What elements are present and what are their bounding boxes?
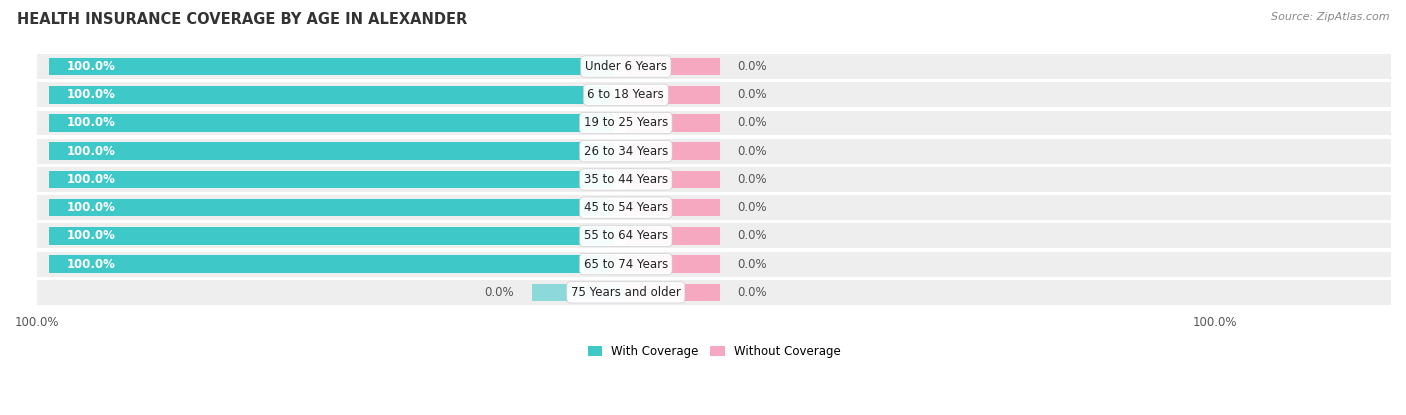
Bar xyxy=(37,139,1391,164)
Text: 100.0%: 100.0% xyxy=(66,145,115,158)
Text: 6 to 18 Years: 6 to 18 Years xyxy=(588,88,664,101)
Text: Source: ZipAtlas.com: Source: ZipAtlas.com xyxy=(1271,12,1389,22)
Text: 55 to 64 Years: 55 to 64 Years xyxy=(583,229,668,242)
Bar xyxy=(626,142,720,160)
Text: 100.0%: 100.0% xyxy=(66,201,115,214)
Bar xyxy=(626,86,720,103)
Bar xyxy=(37,54,1391,79)
Bar xyxy=(49,255,614,273)
Text: 0.0%: 0.0% xyxy=(738,145,768,158)
Bar xyxy=(49,227,614,245)
Bar xyxy=(531,283,626,301)
Text: 0.0%: 0.0% xyxy=(738,117,768,129)
Bar xyxy=(626,283,720,301)
Text: 100.0%: 100.0% xyxy=(66,258,115,271)
Text: HEALTH INSURANCE COVERAGE BY AGE IN ALEXANDER: HEALTH INSURANCE COVERAGE BY AGE IN ALEX… xyxy=(17,12,467,27)
Bar xyxy=(626,227,720,245)
Text: 100.0%: 100.0% xyxy=(66,60,115,73)
Bar xyxy=(626,171,720,188)
Bar xyxy=(37,167,1391,192)
Bar xyxy=(626,255,720,273)
Bar xyxy=(626,58,720,75)
Text: 0.0%: 0.0% xyxy=(485,286,515,299)
Bar xyxy=(49,114,614,132)
Text: 0.0%: 0.0% xyxy=(738,229,768,242)
Bar xyxy=(49,58,614,75)
Text: 35 to 44 Years: 35 to 44 Years xyxy=(583,173,668,186)
Text: 65 to 74 Years: 65 to 74 Years xyxy=(583,258,668,271)
Text: 100.0%: 100.0% xyxy=(66,88,115,101)
Bar xyxy=(37,252,1391,276)
Text: 26 to 34 Years: 26 to 34 Years xyxy=(583,145,668,158)
Text: 0.0%: 0.0% xyxy=(738,173,768,186)
Bar xyxy=(49,86,614,103)
Text: 75 Years and older: 75 Years and older xyxy=(571,286,681,299)
Bar xyxy=(37,280,1391,305)
Legend: With Coverage, Without Coverage: With Coverage, Without Coverage xyxy=(583,340,845,363)
Text: 0.0%: 0.0% xyxy=(738,60,768,73)
Bar xyxy=(49,171,614,188)
Bar xyxy=(626,199,720,217)
Text: 100.0%: 100.0% xyxy=(66,117,115,129)
Bar xyxy=(37,82,1391,107)
Bar xyxy=(49,199,614,217)
Bar xyxy=(37,195,1391,220)
Text: 0.0%: 0.0% xyxy=(738,286,768,299)
Text: 19 to 25 Years: 19 to 25 Years xyxy=(583,117,668,129)
Text: Under 6 Years: Under 6 Years xyxy=(585,60,666,73)
Bar xyxy=(49,142,614,160)
Bar xyxy=(37,224,1391,248)
Text: 45 to 54 Years: 45 to 54 Years xyxy=(583,201,668,214)
Text: 100.0%: 100.0% xyxy=(66,229,115,242)
Bar xyxy=(626,114,720,132)
Text: 100.0%: 100.0% xyxy=(66,173,115,186)
Text: 0.0%: 0.0% xyxy=(738,258,768,271)
Bar xyxy=(37,110,1391,135)
Text: 0.0%: 0.0% xyxy=(738,201,768,214)
Text: 0.0%: 0.0% xyxy=(738,88,768,101)
